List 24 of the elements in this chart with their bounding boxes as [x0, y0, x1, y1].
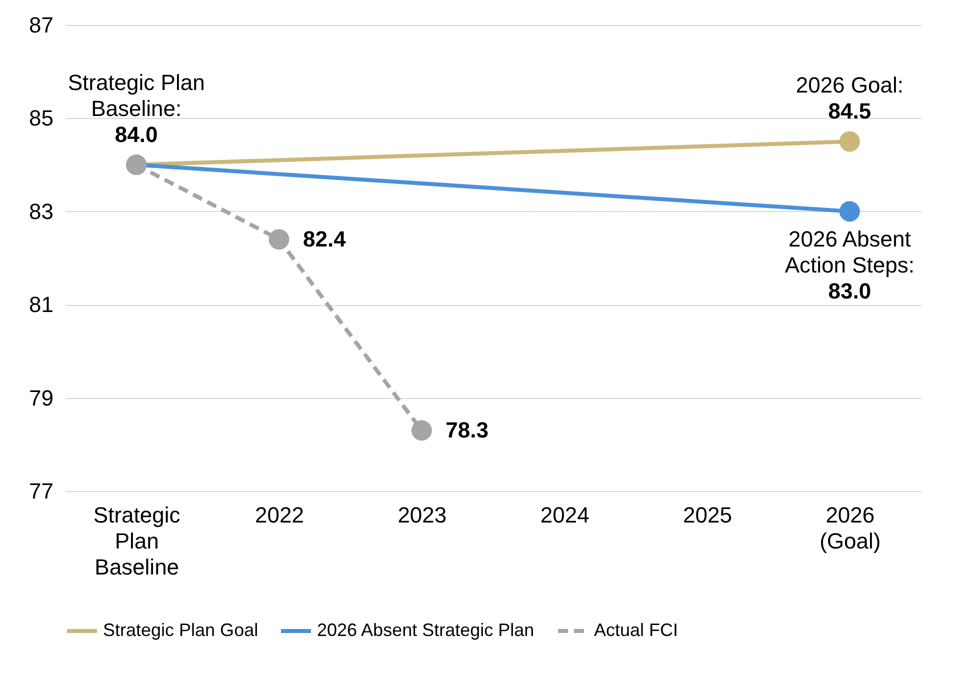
point — [268, 229, 290, 250]
point — [839, 131, 860, 152]
x-tick-label: 2022 — [255, 502, 304, 528]
legend-label: Strategic Plan Goal — [103, 620, 258, 640]
x-tick-label: 2026 (Goal) — [820, 502, 881, 554]
legend-label: 2026 Absent Strategic Plan — [317, 620, 534, 640]
y-tick-label: 81 — [29, 292, 54, 318]
point — [839, 201, 860, 222]
data-label: 78.3 — [446, 417, 488, 442]
y-tick-label: 77 — [29, 478, 54, 504]
annotation: Strategic Plan Baseline: 84.0 — [68, 70, 205, 147]
x-tick-label: 2025 — [683, 502, 732, 528]
annotation: 2026 Absent Action Steps: 83.0 — [784, 226, 914, 304]
legend-label: Actual FCI — [594, 620, 678, 640]
x-tick-label: 2024 — [540, 502, 590, 528]
annotation: 2026 Goal: 84.5 — [796, 72, 904, 124]
data-label: 82.4 — [303, 226, 347, 252]
y-tick-label: 85 — [29, 106, 54, 131]
y-tick-label: 87 — [29, 12, 54, 38]
y-tick-label: 79 — [29, 385, 54, 410]
x-tick-label: Strategic Plan Baseline — [93, 502, 180, 580]
y-tick-label: 83 — [29, 198, 54, 224]
x-tick-label: 2023 — [398, 502, 447, 528]
point — [411, 420, 432, 441]
